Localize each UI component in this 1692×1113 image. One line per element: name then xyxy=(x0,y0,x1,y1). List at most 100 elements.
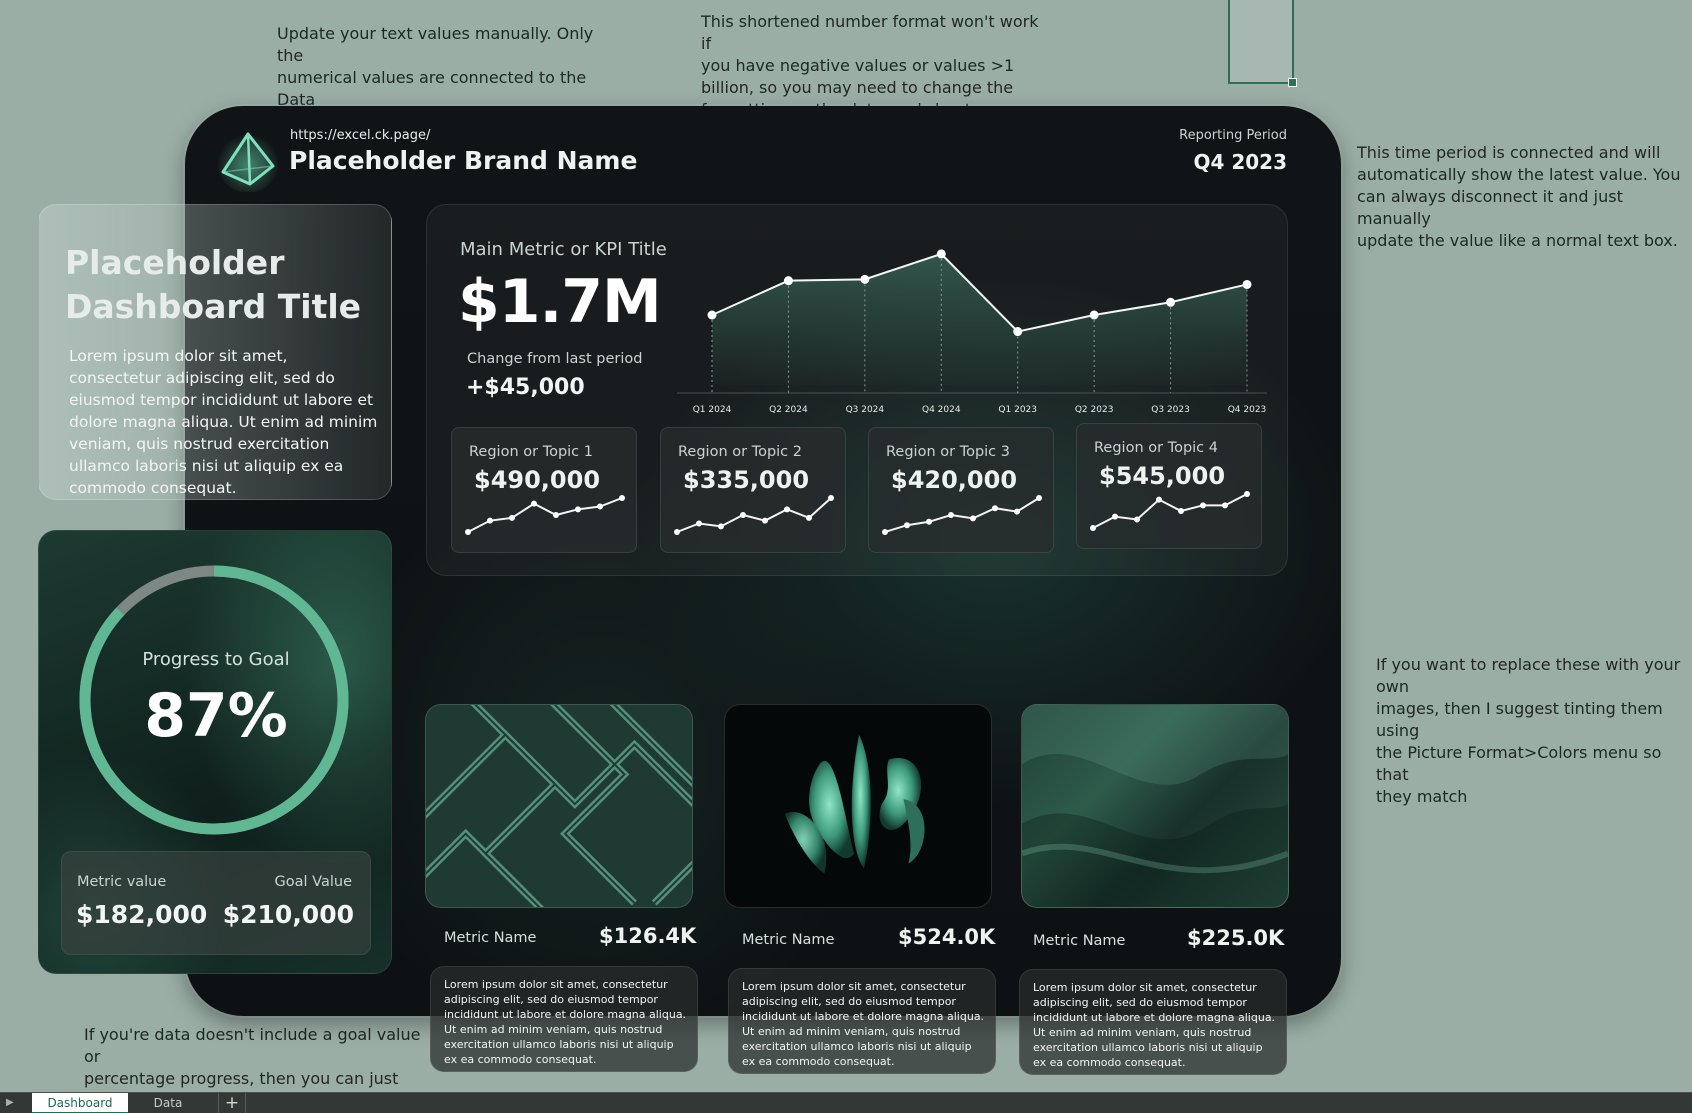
data-point xyxy=(1089,310,1099,320)
region-value: $545,000 xyxy=(1099,462,1226,490)
sparkline-point xyxy=(882,529,888,535)
kpi-change-label: Change from last period xyxy=(467,351,643,367)
sparkline-point xyxy=(718,523,724,530)
sparkline-point xyxy=(904,522,910,529)
x-tick-label: Q3 2023 xyxy=(1151,405,1190,415)
kpi-title: Main Metric or KPI Title xyxy=(460,239,667,260)
progress-ring-fill xyxy=(79,565,349,835)
region-sparkline xyxy=(465,495,625,535)
metric-description-card-3: Lorem ipsum dolor sit amet, consectetur … xyxy=(1019,969,1287,1075)
data-point xyxy=(1166,297,1176,307)
sparkline-point xyxy=(531,500,537,507)
progress-card: Progress to Goal 87% Metric value $182,0… xyxy=(38,530,392,974)
tab-dashboard[interactable]: Dashboard xyxy=(32,1093,128,1113)
region-value: $490,000 xyxy=(474,466,601,494)
metric-description-card-2: Lorem ipsum dolor sit amet, consectetur … xyxy=(728,968,996,1074)
sparkline-point xyxy=(575,506,581,513)
add-sheet-button[interactable]: + xyxy=(218,1093,246,1113)
metric-description: Lorem ipsum dolor sit amet, consectetur … xyxy=(444,978,687,1066)
dashboard-title: Placeholder Dashboard Title xyxy=(65,243,362,326)
data-point xyxy=(707,310,717,320)
sparkline-point xyxy=(926,518,932,525)
x-tick-label: Q3 2024 xyxy=(846,405,885,415)
kpi-change-value: +$45,000 xyxy=(466,375,585,400)
sparkline-point xyxy=(828,495,834,501)
region-card-4: Region or Topic 4 $545,000 xyxy=(1076,423,1262,549)
region-label: Region or Topic 1 xyxy=(469,444,593,460)
region-label: Region or Topic 4 xyxy=(1094,440,1218,456)
sparkline-point xyxy=(1200,502,1206,509)
x-tick-label: Q1 2024 xyxy=(693,405,732,415)
image-card-waves xyxy=(1021,704,1289,908)
sparkline-point xyxy=(762,517,768,524)
sparkline-point xyxy=(1244,491,1250,497)
region-card-2: Region or Topic 2 $335,000 xyxy=(660,427,846,553)
chart-area xyxy=(712,253,1247,385)
sparkline-point xyxy=(992,505,998,512)
region-sparkline xyxy=(674,495,834,535)
scroll-tabs-icon[interactable]: ▶ xyxy=(6,1097,14,1108)
sparkline-point xyxy=(1222,502,1228,509)
x-tick-label: Q4 2024 xyxy=(922,405,961,415)
pyramid-icon xyxy=(217,131,279,192)
data-point xyxy=(1242,279,1252,289)
sparkline-point xyxy=(806,514,812,521)
sparkline-point xyxy=(1112,513,1118,520)
metric-value-3: $225.0K xyxy=(1187,926,1285,950)
sparkline-point xyxy=(1090,525,1096,531)
sparkline-point xyxy=(465,529,471,535)
region-label: Region or Topic 3 xyxy=(886,444,1010,460)
region-sparkline xyxy=(882,495,1042,535)
sparkline-point xyxy=(487,517,493,524)
sparkline-path xyxy=(884,497,1040,533)
sparkline-point xyxy=(553,512,559,518)
image-card-lines xyxy=(425,704,693,908)
sparkline-point xyxy=(784,506,790,513)
selected-cell-box[interactable] xyxy=(1228,0,1297,87)
x-tick-label: Q1 2023 xyxy=(998,405,1037,415)
sparkline-point xyxy=(509,514,515,521)
metric-description-card-1: Lorem ipsum dolor sit amet, consectetur … xyxy=(430,966,698,1072)
kpi-value: $1.7M xyxy=(458,267,662,337)
sparkline-path xyxy=(467,497,623,533)
sparkline-point xyxy=(1134,516,1140,523)
data-point xyxy=(936,249,946,259)
kpi-line-chart: Q1 2024 Q2 2024 Q3 2024 Q4 2024 Q1 2023 Q2 20… xyxy=(677,249,1267,415)
sparkline-path xyxy=(1092,493,1248,529)
sparkline-point xyxy=(1036,495,1042,501)
metric-value-amount: $182,000 xyxy=(76,900,208,929)
x-tick-label: Q2 2023 xyxy=(1075,405,1114,415)
region-card-1: Region or Topic 1 $490,000 xyxy=(451,427,637,553)
sparkline-point xyxy=(948,512,954,518)
sparkline-point xyxy=(740,512,746,518)
sparkline-point xyxy=(1156,496,1162,503)
metric-value-label: Metric value xyxy=(77,874,167,890)
progress-value: 87% xyxy=(144,681,288,751)
metric-name-1: Metric Name xyxy=(444,930,537,946)
progress-label: Progress to Goal xyxy=(142,649,290,670)
sparkline-point xyxy=(1178,508,1184,514)
series-line xyxy=(711,252,1248,333)
reporting-period-value: Q4 2023 xyxy=(1193,150,1287,174)
data-point xyxy=(783,276,793,286)
metric-description: Lorem ipsum dolor sit amet, consectetur … xyxy=(742,980,985,1068)
dashboard-title-card: Placeholder Dashboard Title Lorem ipsum … xyxy=(38,204,392,500)
image-card-sculpture xyxy=(724,704,992,908)
brand-url[interactable]: https://excel.ck.page/ xyxy=(290,128,431,143)
note-time-period: This time period is connected and will a… xyxy=(1357,143,1681,250)
goal-box: Metric value $182,000 Goal Value $210,00… xyxy=(61,851,371,955)
sparkline-point xyxy=(970,515,976,522)
reporting-period-label: Reporting Period xyxy=(1179,128,1287,143)
sheet-tab-bar: ▶ Dashboard Data + xyxy=(0,1092,1692,1113)
sparkline-point xyxy=(1014,508,1020,515)
note-number-format: This shortened number format won't work … xyxy=(701,12,1039,119)
dashboard-description: Lorem ipsum dolor sit amet, consectetur … xyxy=(69,347,378,497)
kpi-panel: Main Metric or KPI Title $1.7M Change fr… xyxy=(426,204,1288,576)
progress-ring xyxy=(79,565,349,835)
x-tick-label: Q2 2024 xyxy=(769,405,808,415)
region-value: $335,000 xyxy=(683,466,810,494)
tab-data[interactable]: Data xyxy=(153,1096,183,1110)
data-point xyxy=(860,274,870,284)
goal-value-amount: $210,000 xyxy=(222,900,354,929)
sparkline-point xyxy=(597,503,603,510)
